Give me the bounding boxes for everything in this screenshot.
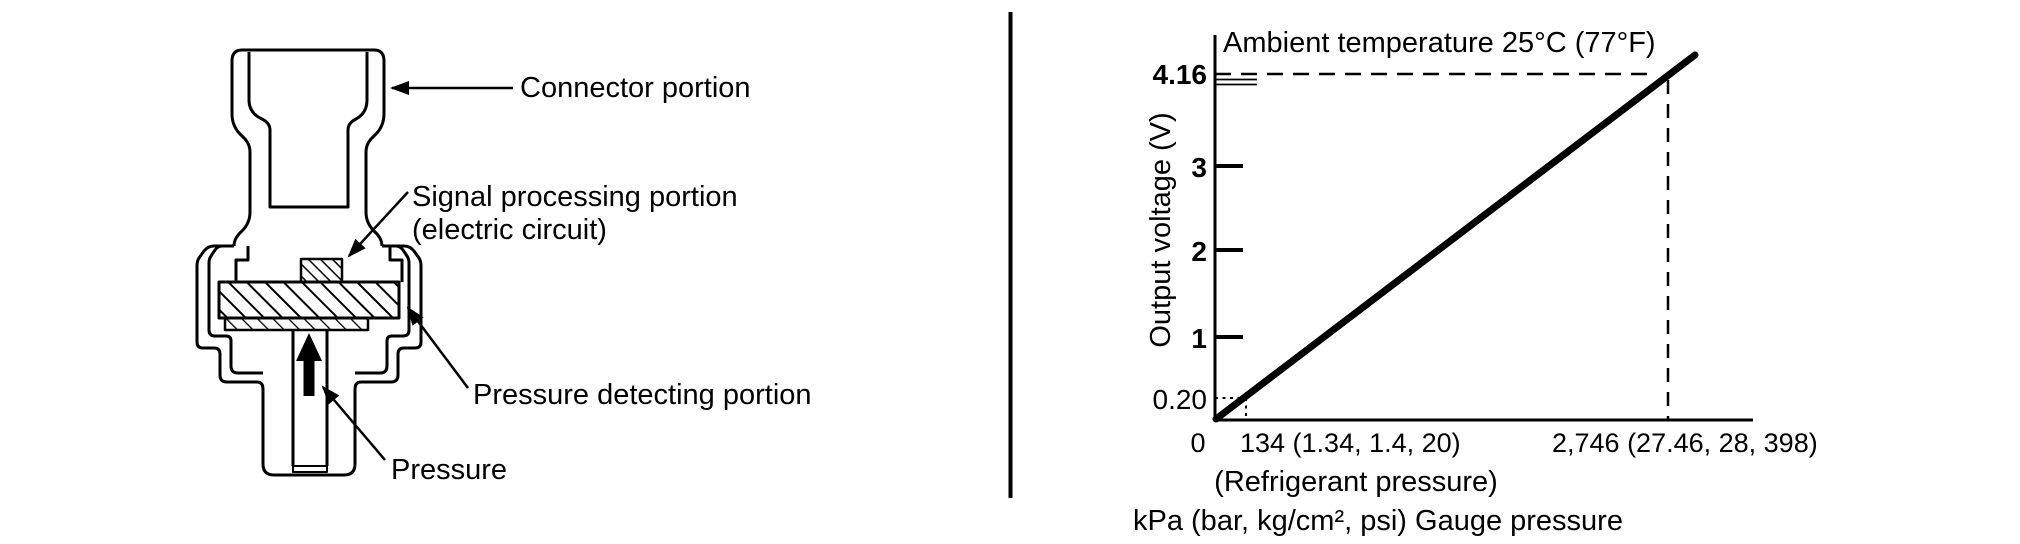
pressure-detecting-bar xyxy=(217,280,401,320)
label-pressure-detecting: Pressure detecting portion xyxy=(473,379,812,411)
ytick-label-2: 2 xyxy=(1191,236,1207,267)
xtick-label-2746: 2,746 (27.46, 28, 398) xyxy=(1552,428,1818,458)
ytick-label-416: 4.16 xyxy=(1153,59,1208,90)
xtick-label-0: 0 xyxy=(1190,428,1205,458)
pressure-detecting-strip xyxy=(223,316,370,332)
cavity-wall-left xyxy=(234,246,250,282)
label-signal-processing-line2: (electric circuit) xyxy=(412,214,607,246)
x-axis-caption-line2: kPa (bar, kg/cm², psi) Gauge pressure xyxy=(1133,505,1623,537)
ytick-label-3: 3 xyxy=(1191,152,1207,183)
stem-tube-end xyxy=(292,465,328,473)
connector-inner-outline xyxy=(247,52,369,209)
label-connector-portion: Connector portion xyxy=(520,72,751,104)
ytick-label-020: 0.20 xyxy=(1153,384,1208,415)
leader-pressure-arrow xyxy=(321,385,386,461)
voltage-pressure-line xyxy=(1212,51,1699,423)
leader-signal-arrow xyxy=(347,191,409,258)
pressure-sensor-diagram: Connector portion Signal processing port… xyxy=(195,48,812,486)
chart-title: Ambient temperature 25°C (77°F) xyxy=(1223,27,1656,59)
signal-processing-chip xyxy=(299,257,344,284)
label-signal-processing-line1: Signal processing portion xyxy=(412,181,738,213)
y-axis-label: Output voltage (V) xyxy=(1145,112,1177,347)
ytick-label-1: 1 xyxy=(1191,323,1207,354)
cavity-wall-right xyxy=(388,246,404,282)
output-voltage-chart: Ambient temperature 25°C (77°F) Output v… xyxy=(1133,27,1818,537)
connector-outer-outline xyxy=(230,48,386,247)
body-outer-outline xyxy=(195,244,423,477)
xtick-label-134: 134 (1.34, 1.4, 20) xyxy=(1240,428,1461,458)
body-inner-outline-right xyxy=(355,244,411,375)
label-pressure: Pressure xyxy=(391,454,507,486)
x-axis-caption-line1: (Refrigerant pressure) xyxy=(1214,466,1498,498)
leader-detecting-arrow xyxy=(406,306,469,389)
pressure-arrow xyxy=(296,333,322,396)
body-inner-outline-left xyxy=(207,244,263,375)
